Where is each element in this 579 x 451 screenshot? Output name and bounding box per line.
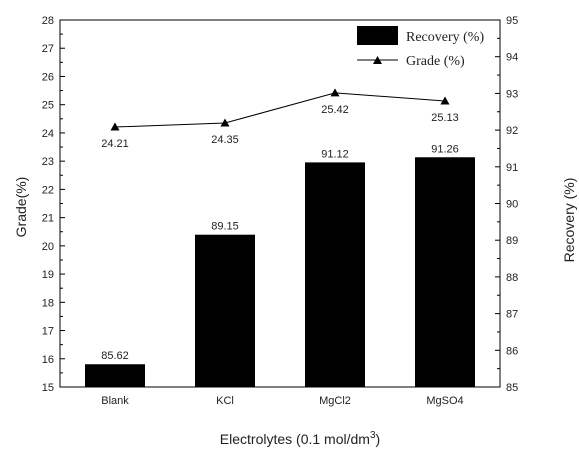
- x-tick-label: KCl: [216, 395, 234, 407]
- y-left-tick-label: 20: [42, 241, 54, 253]
- y-left-tick-label: 26: [42, 71, 54, 83]
- grade-point-label: 24.35: [211, 134, 239, 146]
- y-right-tick-label: 94: [506, 52, 518, 64]
- x-tick-label: MgCl2: [319, 395, 351, 407]
- recovery-bar: [415, 157, 475, 387]
- y-right-tick-label: 95: [506, 15, 518, 27]
- y-left-tick-label: 25: [42, 100, 54, 112]
- grade-line: 24.21 24.35 25.42 25.13: [101, 88, 459, 150]
- y-right-axis-title: Recovery (%): [561, 178, 577, 263]
- y-right-tick-label: 86: [506, 345, 518, 357]
- y-left-axis-title: Grade(%): [13, 177, 29, 238]
- y-left-tick-label: 24: [42, 128, 54, 140]
- y-right-tick-label: 88: [506, 272, 518, 284]
- y-left-tick-label: 27: [42, 43, 54, 55]
- y-right-tick-label: 91: [506, 162, 518, 174]
- legend: Recovery (%) Grade (%): [357, 26, 484, 69]
- grade-point: [330, 88, 340, 97]
- x-axis-title: Electrolytes (0.1 mol/dm3): [220, 430, 380, 447]
- recovery-bar-label: 91.12: [321, 148, 349, 160]
- y-left-tick-label: 22: [42, 184, 54, 196]
- legend-recovery-label: Recovery (%): [406, 30, 484, 45]
- y-left-tick-label: 18: [42, 297, 54, 309]
- grade-point-label: 24.21: [101, 138, 129, 150]
- x-tick-label: MgSO4: [426, 395, 463, 407]
- legend-grade-label: Grade (%): [406, 54, 465, 69]
- recovery-bar: [85, 364, 145, 387]
- y-left-tick-label: 16: [42, 354, 54, 366]
- x-axis-title-text: Electrolytes (0.1 mol/dm: [220, 431, 370, 447]
- grade-point: [440, 96, 450, 105]
- y-right-tick-label: 92: [506, 125, 518, 137]
- y-left-tick-label: 23: [42, 156, 54, 168]
- y-left-tick-label: 19: [42, 269, 54, 281]
- recovery-bar-label: 85.62: [101, 350, 129, 362]
- y-right-tick-label: 87: [506, 309, 518, 321]
- legend-recovery-swatch: [357, 26, 398, 45]
- y-right-tick-label: 93: [506, 88, 518, 100]
- recovery-bar-label: 91.26: [431, 143, 459, 155]
- legend-grade-marker: [373, 56, 382, 64]
- grade-point: [220, 118, 230, 127]
- y-right-tick-label: 85: [506, 382, 518, 394]
- x-axis-title-end: ): [376, 431, 381, 447]
- x-axis-title-superscript: 3: [370, 430, 376, 441]
- x-tick-label: Blank: [101, 395, 129, 407]
- y-left-tick-label: 17: [42, 326, 54, 338]
- recovery-bar-label: 89.15: [211, 221, 239, 233]
- y-right-tick-label: 90: [506, 199, 518, 211]
- grade-line-path: [114, 92, 446, 128]
- recovery-bars: 85.62 89.15 91.12 91.26: [85, 143, 475, 387]
- recovery-bar: [195, 234, 255, 387]
- axes: 15 16 17 18 19 20 21 22 23 24 25 26 27 28 85 86 87 88 89 90…: [42, 15, 519, 407]
- y-left-tick-label: 21: [42, 213, 54, 225]
- grade-point-label: 25.42: [321, 104, 349, 116]
- grade-point-label: 25.13: [431, 112, 459, 124]
- recovery-bar: [305, 162, 365, 387]
- y-right-tick-label: 89: [506, 235, 518, 247]
- y-left-tick-label: 28: [42, 15, 54, 27]
- grade-point: [110, 122, 120, 131]
- y-left-tick-label: 15: [42, 382, 54, 394]
